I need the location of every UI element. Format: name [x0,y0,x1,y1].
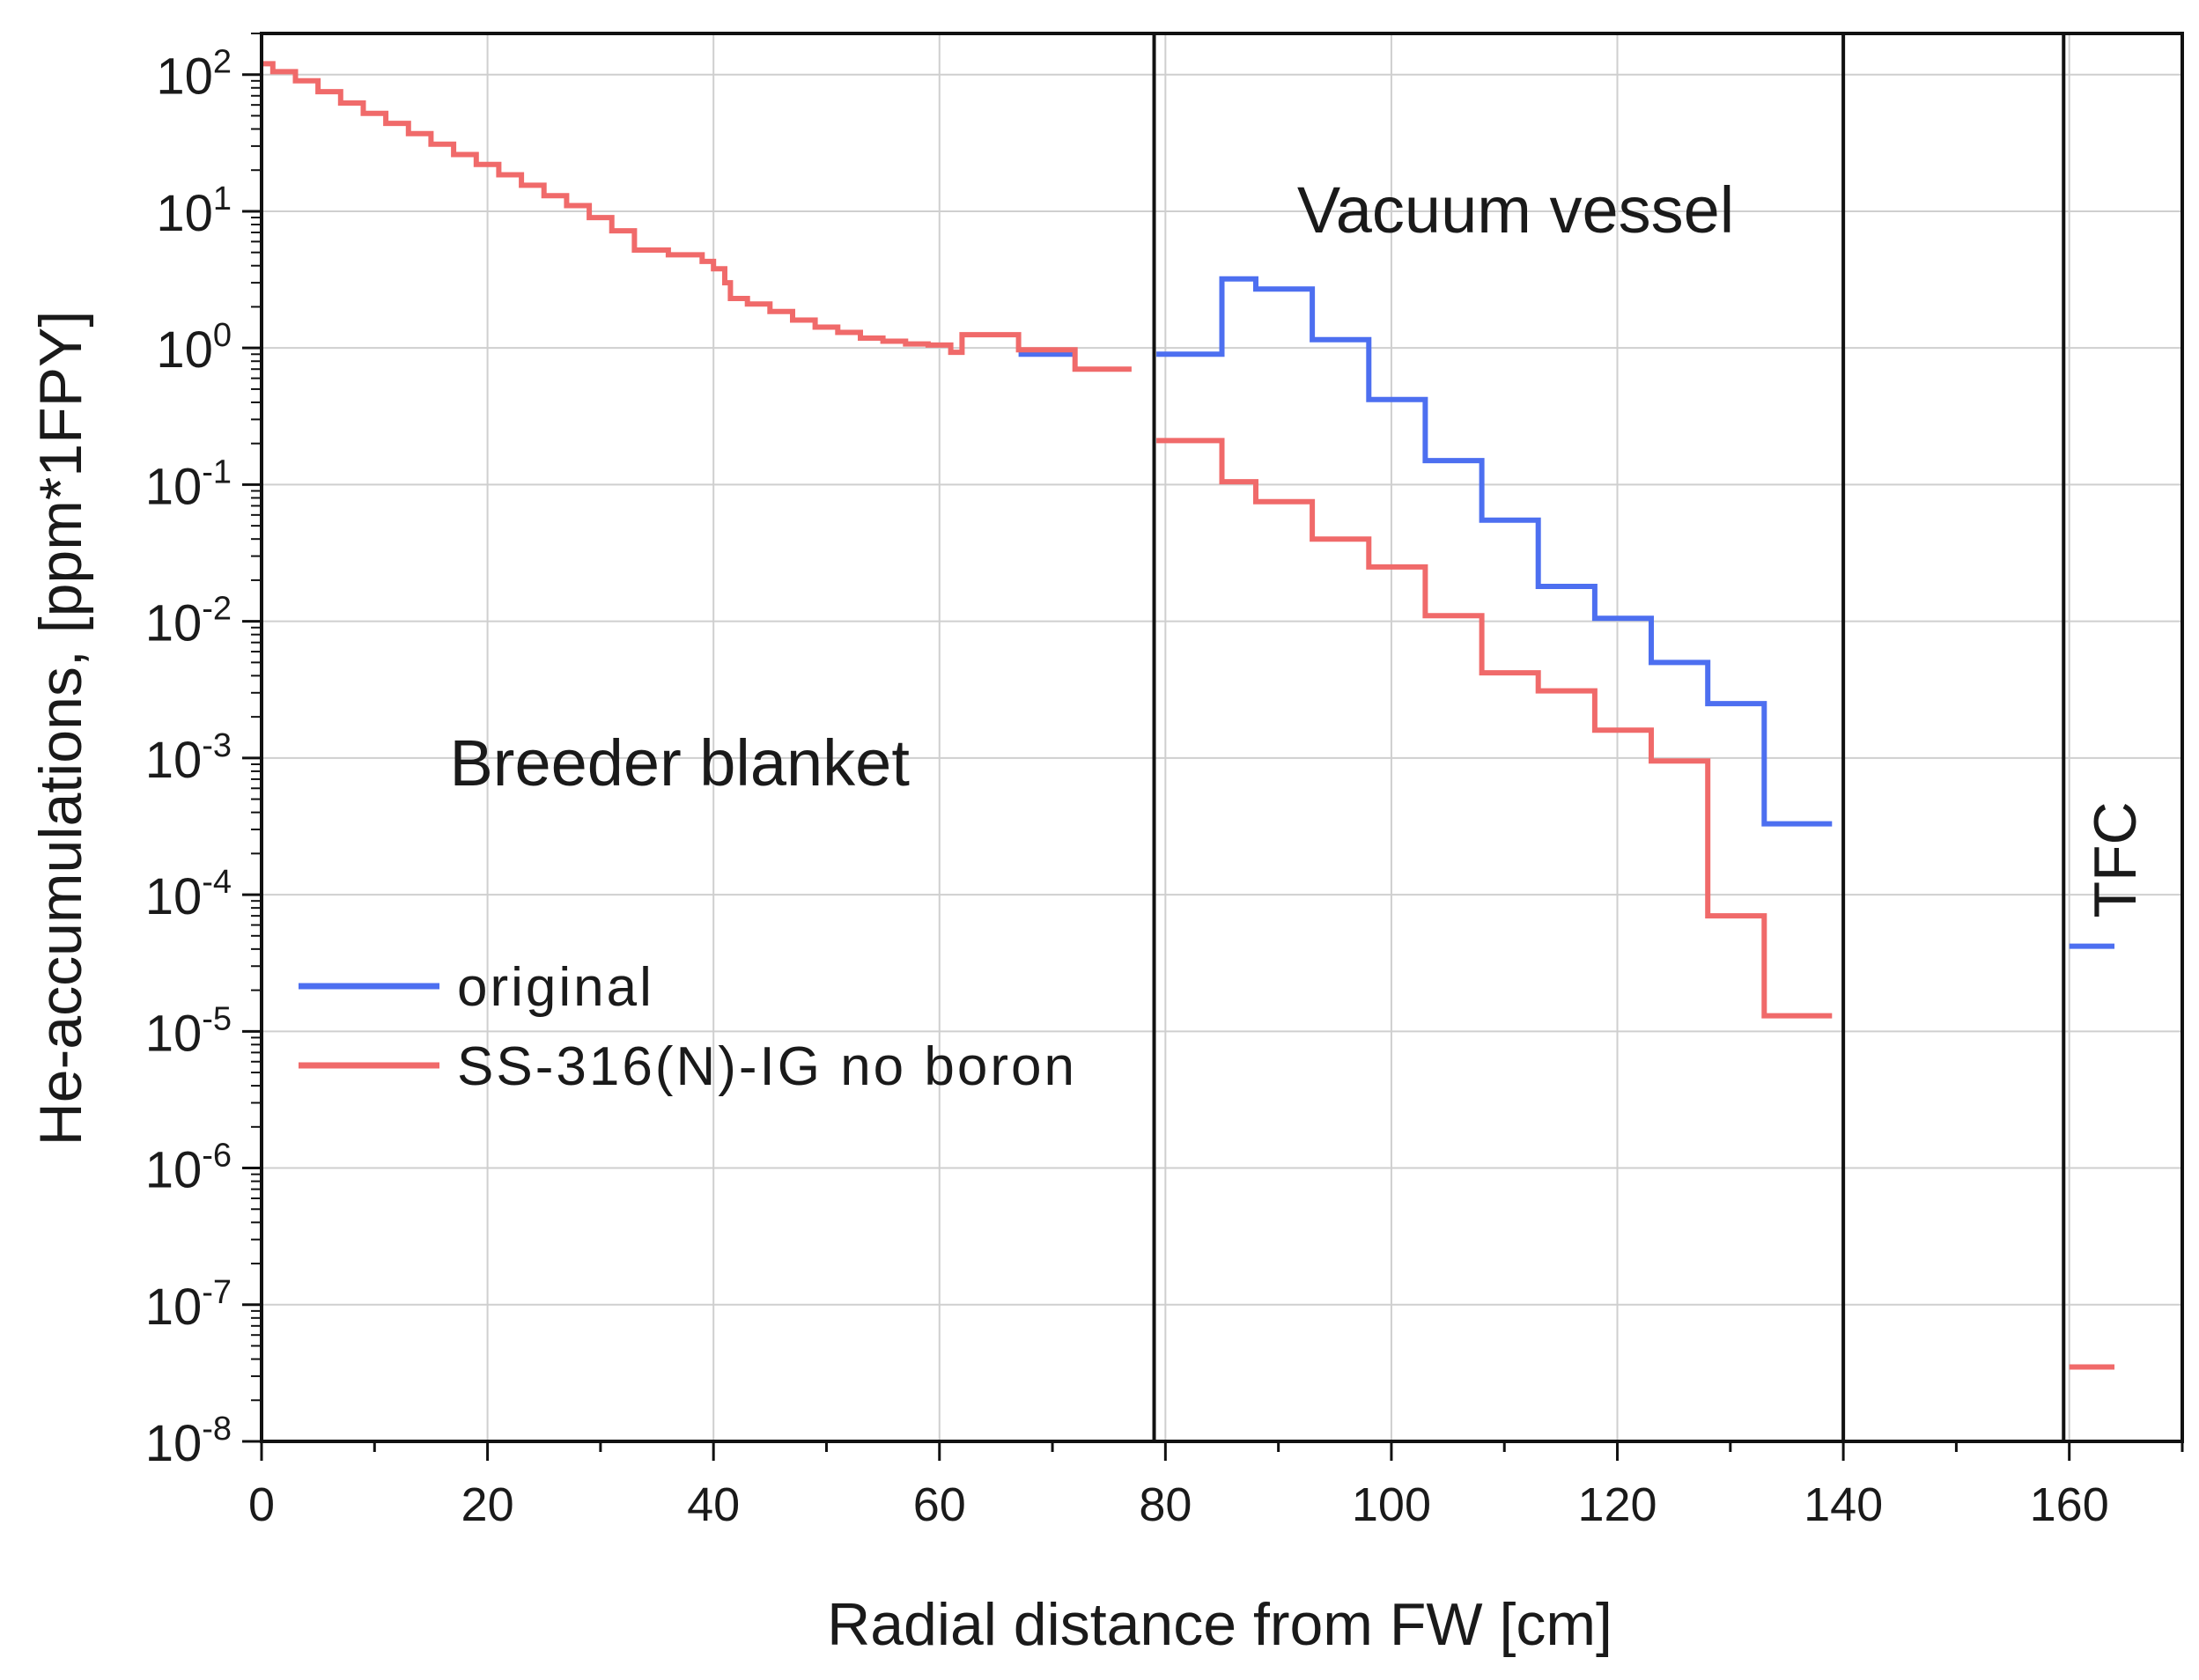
x-tick-label: 160 [2030,1478,2109,1531]
plot-frame [260,32,2184,1443]
y-tick-label: 101 [156,181,232,242]
x-tick-label: 40 [687,1478,740,1531]
annotations: Breeder blanket Vacuum vessel TFC [449,173,2149,918]
y-tick-label: 10-5 [145,1000,232,1062]
y-tick-label-base: 10 [145,732,203,789]
y-tick-label-base: 10 [145,868,203,925]
series-line [262,61,1132,372]
legend-label: original [457,957,654,1018]
y-tick-label-exponent: -7 [202,1274,232,1311]
x-tick-label: 140 [1804,1478,1883,1531]
y-tick-label-exponent: 2 [213,44,232,81]
y-tick-label: 10-1 [145,453,232,515]
y-tick-label-exponent: -6 [202,1138,232,1175]
y-tick-label: 10-6 [145,1138,232,1199]
tick-labels: 0 20 40 60 80 100 120 140 16010210110010-110-210… [145,44,2109,1531]
x-tick-label: 0 [248,1478,275,1531]
y-tick-label-exponent: -4 [202,864,232,901]
y-tick-label: 10-3 [145,727,232,789]
y-tick-label: 102 [156,44,232,106]
y-tick-label-exponent: -3 [202,727,232,764]
y-tick-label: 10-7 [145,1274,232,1336]
series-line [1156,276,1833,827]
x-tick-label: 60 [913,1478,966,1531]
annotation-text: Vacuum vessel [1297,173,1734,247]
tick-marks [242,33,2184,1461]
x-tick-label: 20 [461,1478,514,1531]
annotation-text: TFC [2082,801,2149,917]
x-axis-label: Radial distance from FW [cm] [827,1591,1612,1658]
y-tick-label-exponent: 1 [213,181,232,217]
legend-label: SS-316(N)-IG no boron [457,1036,1077,1097]
y-tick-label-exponent: -5 [202,1000,232,1037]
y-tick-label-exponent: 0 [213,317,232,354]
y-tick-label-base: 10 [145,1142,203,1199]
y-tick-label-base: 10 [145,1415,203,1472]
y-tick-label: 10-2 [145,591,232,652]
y-tick-label-base: 10 [156,185,213,242]
series-lines [262,61,2114,1370]
y-tick-label: 100 [156,317,232,379]
y-tick-label-base: 10 [145,1278,203,1336]
y-tick-label-exponent: -2 [202,591,232,628]
axes [260,32,2184,1443]
y-tick-label-exponent: -1 [202,453,232,490]
y-tick-label-base: 10 [145,1005,203,1062]
y-tick-label: 10-8 [145,1411,232,1472]
region-boundaries [1152,33,2066,1441]
y-axis-label: He-accumulations, [ppm*1FPY] [27,311,94,1146]
y-tick-label-base: 10 [145,458,203,515]
x-tick-label: 100 [1352,1478,1431,1531]
legend: original SS-316(N)-IG no boron [299,957,1077,1097]
grid [261,33,2182,1442]
y-tick-label: 10-4 [145,864,232,925]
y-tick-label-exponent: -8 [202,1411,232,1448]
y-tick-label-base: 10 [145,595,203,652]
x-tick-label: 80 [1139,1478,1192,1531]
y-tick-label-base: 10 [156,321,213,379]
annotation-text: Breeder blanket [449,726,910,799]
series-line [1156,438,1833,1019]
y-tick-label-base: 10 [156,48,213,106]
x-tick-label: 120 [1577,1478,1657,1531]
